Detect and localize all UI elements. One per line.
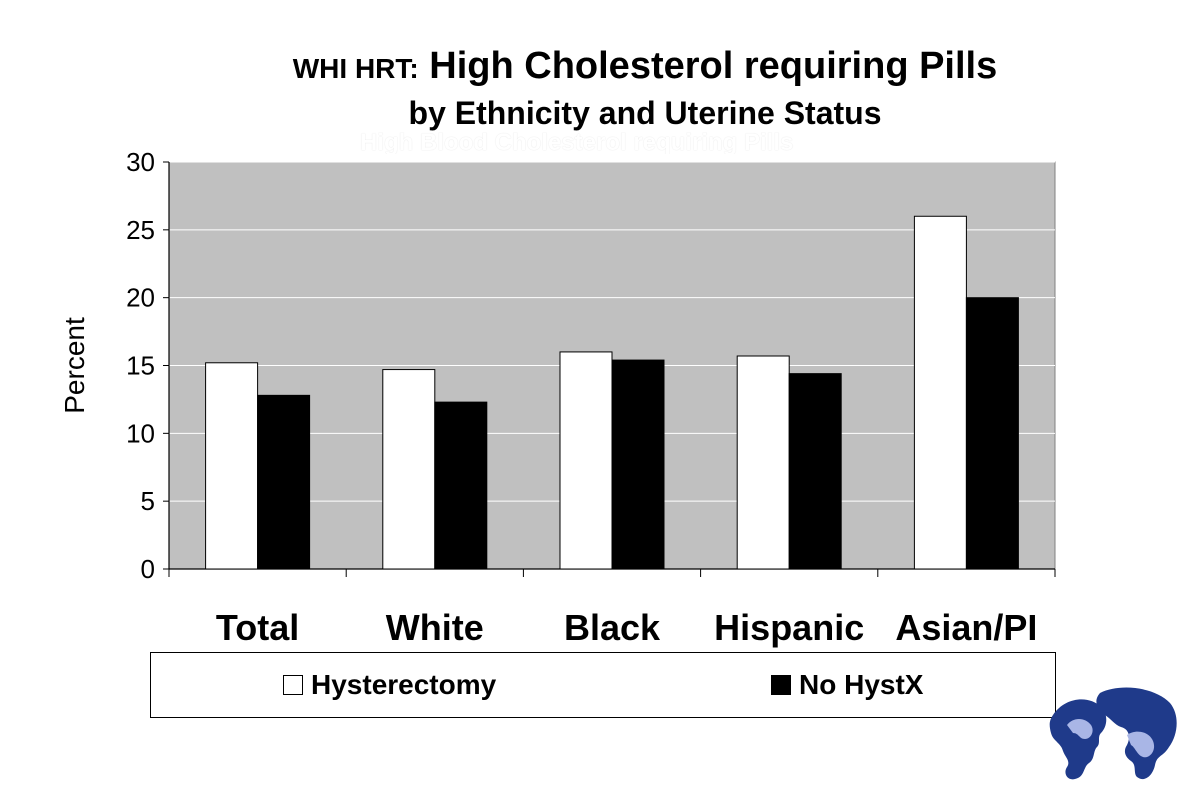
y-tick-label: 25: [126, 215, 155, 245]
y-tick-label: 0: [141, 554, 155, 584]
bar-no-hystx: [434, 401, 488, 570]
y-tick-label: 15: [126, 351, 155, 381]
legend-label-hysterectomy: Hysterectomy: [311, 669, 497, 700]
women-profiles-logo-icon: [1049, 687, 1177, 780]
chart-title-line1: WHI HRT: High Cholesterol requiring Pill…: [0, 44, 1190, 91]
legend-item-no-hystx: No HystX: [771, 669, 924, 700]
chart-title-main: High Cholesterol requiring Pills: [429, 45, 998, 87]
bar-hysterectomy: [913, 215, 967, 570]
bar-hysterectomy: [382, 369, 436, 570]
bar-no-hystx: [788, 373, 842, 570]
bar-no-hystx: [611, 359, 665, 570]
chart-title-line2: by Ethnicity and Uterine Status: [408, 95, 882, 131]
bar-hysterectomy: [559, 351, 613, 570]
y-tick-label: 5: [141, 486, 155, 516]
x-category-label: Total: [216, 607, 299, 648]
chart-legend: Hysterectomy No HystX: [150, 652, 1056, 718]
chart-title-prefix: WHI HRT:: [292, 53, 419, 84]
legend-swatch-no-hystx: [771, 675, 791, 695]
x-category-label: Asian/PI: [895, 607, 1037, 648]
x-category-label: Hispanic: [714, 607, 864, 648]
y-axis-label: Percent: [59, 317, 90, 414]
bar-hysterectomy: [205, 362, 259, 570]
x-category-label: Black: [564, 607, 661, 648]
y-tick-label: 30: [126, 147, 155, 177]
legend-label-no-hystx: No HystX: [799, 669, 924, 700]
bar-hysterectomy: [736, 355, 790, 570]
ghost-title-text: High Blood Cholesterol requiring Pills: [360, 132, 794, 154]
legend-item-hysterectomy: Hysterectomy: [283, 669, 497, 700]
bar-no-hystx: [257, 394, 311, 570]
y-tick-label: 10: [126, 418, 155, 448]
bar-no-hystx: [965, 297, 1019, 570]
legend-swatch-hysterectomy: [283, 675, 303, 695]
y-tick-label: 20: [126, 283, 155, 313]
x-category-label: White: [386, 607, 484, 648]
plot-area: 0 5 10 15 20 25 30 Percent Total White Black Hispan…: [59, 147, 1056, 648]
